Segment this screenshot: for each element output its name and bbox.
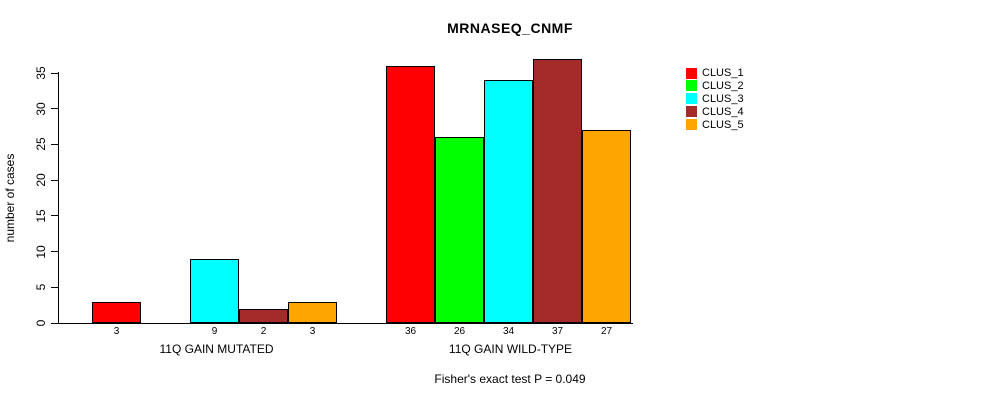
legend-label-clus_5: CLUS_5 (702, 118, 744, 131)
chart-title: MRNASEQ_CNMF (447, 20, 573, 36)
y-tick-mark (51, 215, 58, 217)
y-tick-mark (51, 251, 58, 253)
y-axis-label: number of cases (3, 153, 17, 243)
bar-value-label: 26 (453, 326, 466, 337)
y-tick-label: 0 (34, 319, 48, 327)
bar-value-label: 2 (260, 326, 267, 337)
legend-swatch-clus_1 (686, 67, 697, 79)
y-tick-mark (51, 179, 58, 181)
bar-clus_3 (190, 258, 239, 323)
y-axis-line (58, 72, 59, 323)
bar-clus_1 (92, 301, 141, 323)
y-tick-mark (51, 286, 58, 288)
legend-label-clus_4: CLUS_4 (702, 105, 744, 118)
bar-value-label: 37 (551, 326, 564, 337)
bar-value-label: 36 (404, 326, 417, 337)
y-tick-label: 5 (34, 283, 48, 291)
legend-label-clus_2: CLUS_2 (702, 79, 744, 92)
y-tick-label: 30 (34, 102, 48, 116)
bar-value-label: 27 (600, 326, 613, 337)
bar-clus_1 (386, 65, 435, 323)
bar-clus_4 (239, 308, 288, 323)
y-tick-label: 15 (34, 209, 48, 223)
y-tick-mark (51, 72, 58, 74)
legend-swatch-clus_3 (686, 93, 697, 105)
bar-clus_5 (288, 301, 337, 323)
legend-swatch-clus_5 (686, 119, 697, 131)
bar-value-label: 3 (309, 326, 316, 337)
bar-value-label: 9 (211, 326, 218, 337)
y-tick-mark (51, 322, 58, 324)
bar-clus_4 (533, 58, 582, 323)
bar-clus_5 (582, 130, 631, 323)
x-baseline (58, 323, 633, 324)
y-tick-mark (51, 108, 58, 110)
bar-clus_3 (484, 80, 533, 323)
y-tick-mark (51, 143, 58, 145)
bar-value-label: 34 (502, 326, 515, 337)
bar-clus_2 (435, 137, 484, 323)
legend-label-clus_1: CLUS_1 (702, 67, 744, 79)
bar-value-label: 3 (113, 326, 120, 337)
y-tick-label: 25 (34, 137, 48, 152)
group-label: 11Q GAIN MUTATED (159, 342, 274, 356)
legend-swatch-clus_2 (686, 80, 697, 92)
y-tick-label: 35 (34, 66, 48, 80)
legend-swatch-clus_4 (686, 106, 697, 118)
y-tick-label: 20 (34, 173, 48, 187)
legend-label-clus_3: CLUS_3 (702, 92, 744, 105)
group-label: 11Q GAIN WILD-TYPE (448, 342, 573, 356)
y-tick-label: 10 (34, 244, 48, 259)
footer-annotation: Fisher's exact test P = 0.049 (434, 372, 586, 386)
